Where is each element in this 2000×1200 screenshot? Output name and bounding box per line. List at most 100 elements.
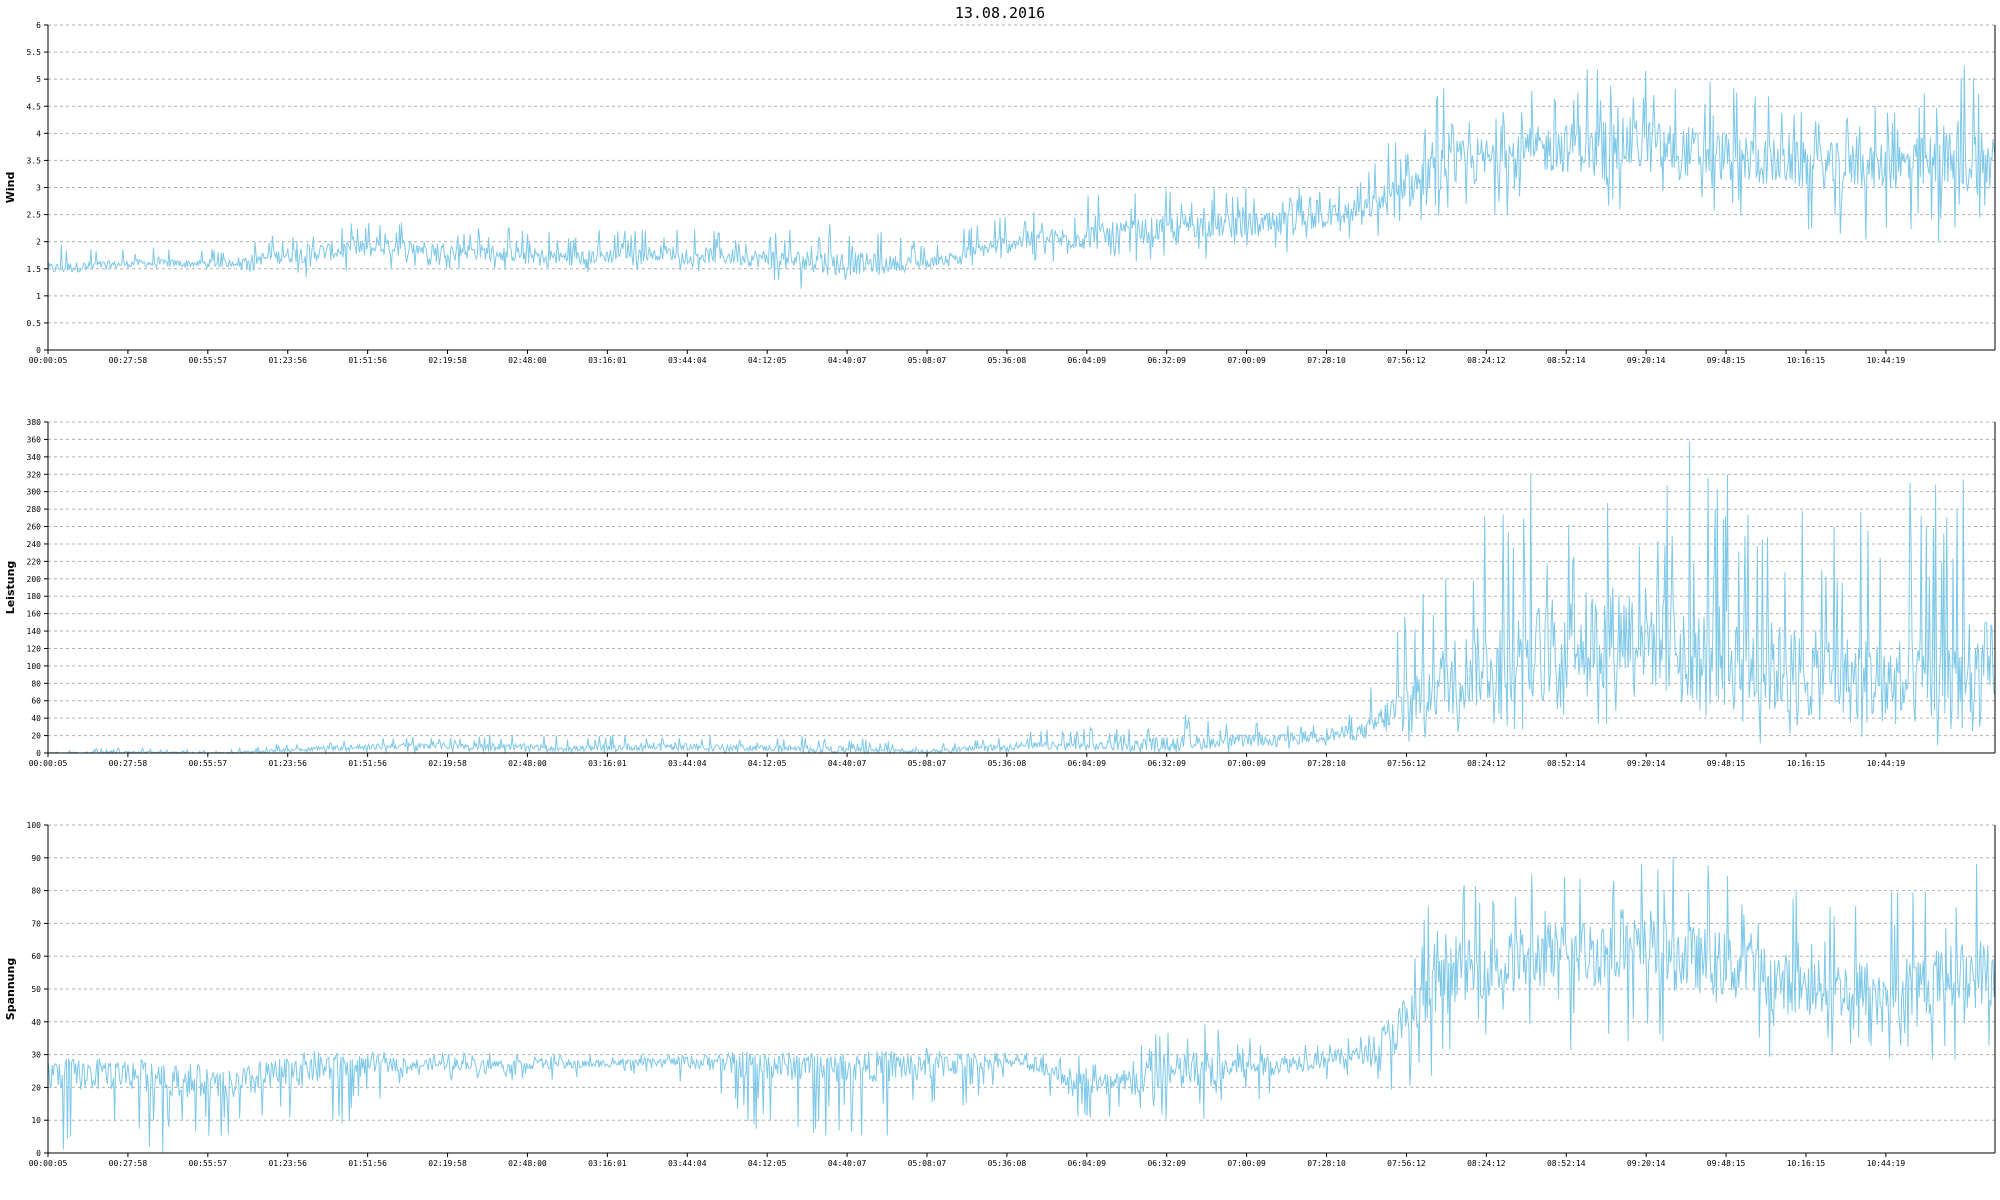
wind-xtick-label: 10:44:19 (1867, 356, 1906, 365)
leistung-xtick-label: 00:00:05 (29, 759, 68, 768)
spannung-ytick-label: 70 (31, 919, 41, 928)
leistung-xtick-label: 03:44:04 (668, 759, 707, 768)
leistung-xtick-label: 02:19:58 (428, 759, 467, 768)
spannung-xtick-label: 06:32:09 (1147, 1159, 1186, 1168)
leistung-xtick-label: 08:52:14 (1547, 759, 1586, 768)
spannung-ytick-label: 0 (36, 1149, 41, 1158)
leistung-series-line (48, 441, 1996, 755)
spannung-xtick-label: 09:20:14 (1627, 1159, 1666, 1168)
spannung-ytick-label: 20 (31, 1083, 41, 1092)
leistung-ytick-label: 80 (31, 679, 41, 688)
spannung-xtick-label: 06:04:09 (1068, 1159, 1107, 1168)
wind-xtick-label: 00:00:05 (29, 356, 68, 365)
wind-xtick-label: 09:48:15 (1707, 356, 1746, 365)
spannung-xtick-label: 00:27:58 (109, 1159, 148, 1168)
spannung-xtick-label: 00:00:05 (29, 1159, 68, 1168)
wind-xtick-label: 06:32:09 (1147, 356, 1186, 365)
wind-ytick-label: 1.5 (27, 265, 42, 274)
wind-ytick-label: 1 (36, 292, 41, 301)
leistung-ytick-label: 0 (36, 749, 41, 758)
spannung-xtick-label: 08:52:14 (1547, 1159, 1586, 1168)
wind-xtick-label: 02:48:00 (508, 356, 547, 365)
spannung-chart: 0 10 20 30 40 50 60 70 80 90 100 00:00:05 00:27:58 00… (4, 821, 1996, 1168)
wind-ytick-label: 2.5 (27, 211, 42, 220)
wind-xtick-label: 07:28:10 (1307, 356, 1346, 365)
wind-xtick-label: 07:00:09 (1227, 356, 1266, 365)
wind-xtick-label: 06:04:09 (1068, 356, 1107, 365)
leistung-xtick-label: 05:08:07 (908, 759, 947, 768)
wind-xtick-label: 04:40:07 (828, 356, 867, 365)
wind-xtick-label: 10:16:15 (1787, 356, 1826, 365)
leistung-ytick-label: 300 (27, 488, 42, 497)
spannung-xtick-label: 00:55:57 (189, 1159, 228, 1168)
spannung-ylabel: Spannung (4, 958, 17, 1020)
leistung-xtick-label: 01:51:56 (348, 759, 387, 768)
wind-ytick-label: 5.5 (27, 48, 42, 57)
leistung-ytick-label: 160 (27, 610, 42, 619)
leistung-ytick-label: 340 (27, 453, 42, 462)
spannung-ytick-label: 30 (31, 1051, 41, 1060)
spannung-xtick-label: 04:12:05 (748, 1159, 787, 1168)
leistung-xtick-label: 04:12:05 (748, 759, 787, 768)
leistung-xtick-label: 08:24:12 (1467, 759, 1506, 768)
leistung-xtick-label: 00:55:57 (189, 759, 228, 768)
spannung-xtick-label: 08:24:12 (1467, 1159, 1506, 1168)
spannung-ytick-label: 50 (31, 985, 41, 994)
leistung-ytick-label: 380 (27, 418, 42, 427)
wind-xtick-label: 05:36:08 (988, 356, 1027, 365)
leistung-ytick-label: 20 (31, 732, 41, 741)
wind-xtick-label: 04:12:05 (748, 356, 787, 365)
spannung-xtick-label: 07:28:10 (1307, 1159, 1346, 1168)
leistung-ytick-label: 280 (27, 505, 42, 514)
leistung-xtick-label: 04:40:07 (828, 759, 867, 768)
spannung-series-line (47, 856, 1996, 1153)
wind-xtick-label: 07:56:12 (1387, 356, 1426, 365)
leistung-ytick-label: 240 (27, 540, 42, 549)
spannung-xtick-label: 05:08:07 (908, 1159, 947, 1168)
leistung-ytick-label: 100 (27, 662, 42, 671)
leistung-xtick-label: 07:56:12 (1387, 759, 1426, 768)
spannung-ytick-label: 10 (31, 1116, 41, 1125)
wind-ytick-label: 4.5 (27, 102, 42, 111)
wind-xtick-label: 01:51:56 (348, 356, 387, 365)
wind-xtick-label: 01:23:56 (268, 356, 307, 365)
leistung-ytick-label: 120 (27, 644, 42, 653)
spannung-xtick-label: 04:40:07 (828, 1159, 867, 1168)
spannung-xtick-label: 07:00:09 (1227, 1159, 1266, 1168)
wind-xtick-label: 08:52:14 (1547, 356, 1586, 365)
spannung-xtick-label: 05:36:08 (988, 1159, 1027, 1168)
spannung-ytick-label: 60 (31, 952, 41, 961)
leistung-ytick-label: 320 (27, 470, 42, 479)
wind-xtick-label: 08:24:12 (1467, 356, 1506, 365)
wind-ytick-label: 3 (36, 184, 41, 193)
leistung-ytick-label: 180 (27, 592, 42, 601)
wind-xtick-label: 00:55:57 (189, 356, 228, 365)
spannung-xtick-label: 03:44:04 (668, 1159, 707, 1168)
leistung-ytick-label: 360 (27, 435, 42, 444)
spannung-xtick-label: 09:48:15 (1707, 1159, 1746, 1168)
spannung-xtick-label: 07:56:12 (1387, 1159, 1426, 1168)
leistung-xtick-label: 09:48:15 (1707, 759, 1746, 768)
spannung-xtick-label: 01:23:56 (268, 1159, 307, 1168)
leistung-xtick-label: 07:00:09 (1227, 759, 1266, 768)
wind-ytick-label: 6 (36, 21, 41, 30)
wind-ytick-label: 4 (36, 129, 41, 138)
page-title: 13.08.2016 (954, 4, 1046, 22)
wind-xtick-label: 02:19:58 (428, 356, 467, 365)
leistung-ytick-label: 260 (27, 523, 42, 532)
wind-ytick-label: 0 (36, 346, 41, 355)
leistung-chart: 0 20 40 60 80 100 120 140 160 180 200 220 240 260 280 3… (4, 418, 1996, 768)
leistung-xtick-label: 03:16:01 (588, 759, 627, 768)
leistung-xtick-label: 05:36:08 (988, 759, 1027, 768)
spannung-xtick-label: 01:51:56 (348, 1159, 387, 1168)
spannung-ytick-label: 100 (27, 821, 42, 830)
spannung-xtick-label: 10:44:19 (1867, 1159, 1906, 1168)
spannung-xtick-label: 02:48:00 (508, 1159, 547, 1168)
leistung-ytick-label: 60 (31, 697, 41, 706)
wind-xtick-label: 03:16:01 (588, 356, 627, 365)
spannung-xtick-label: 10:16:15 (1787, 1159, 1826, 1168)
wind-chart: 0 0.5 1 1.5 2 2.5 3 3.5 4 4.5 5 5.5 6 00:00:05 00:27:5… (4, 21, 1996, 365)
wind-ytick-label: 2 (36, 238, 41, 247)
leistung-ytick-label: 140 (27, 627, 42, 636)
